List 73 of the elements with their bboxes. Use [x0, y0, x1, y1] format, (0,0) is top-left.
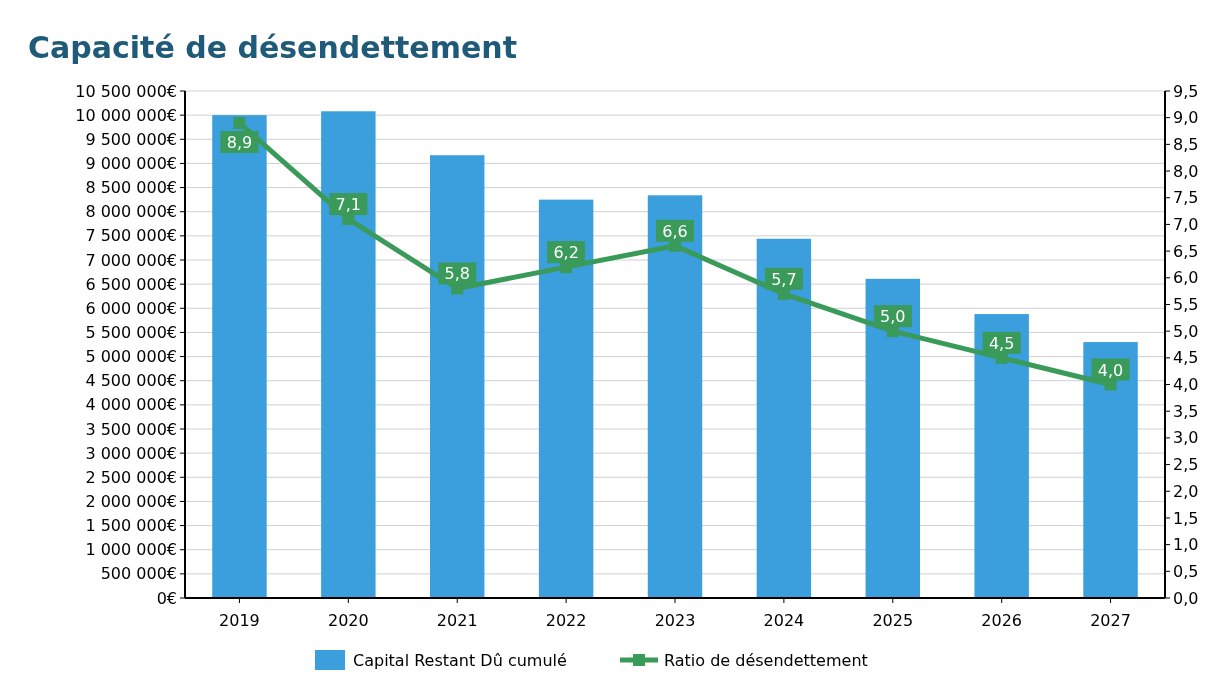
y2-tick-label: 6,0: [1173, 268, 1199, 288]
y2-tick-label: 8,0: [1173, 161, 1199, 181]
y2-tick-label: 5,0: [1173, 321, 1199, 341]
bar: [212, 115, 267, 598]
bar: [538, 199, 594, 598]
y-tick-label: 5 500 000€: [85, 323, 177, 343]
y-tick-label: 9 000 000€: [85, 154, 177, 174]
chart-title: Capacité de désendettement: [28, 30, 517, 65]
data-label: 8,9: [226, 133, 253, 153]
y-tick-label: 6 000 000€: [85, 298, 177, 318]
y2-tick-label: 3,0: [1173, 428, 1199, 448]
data-label: 5,0: [880, 307, 906, 327]
y2-tick-label: 6,5: [1173, 241, 1199, 261]
bar: [756, 238, 812, 598]
x-tick-label: 2023: [654, 611, 696, 630]
bar: [865, 278, 920, 598]
y2-tick-label: 2,5: [1173, 455, 1199, 475]
y-tick-label: 2 000 000€: [85, 492, 177, 512]
y2-tick-label: 9,0: [1173, 108, 1199, 128]
data-label: 4,0: [1097, 360, 1124, 380]
bar: [321, 111, 376, 598]
y-tick-label: 4 500 000€: [85, 371, 177, 391]
y-tick-label: 7 500 000€: [85, 226, 177, 246]
y-tick-label: 6 500 000€: [85, 274, 177, 294]
bar: [430, 155, 485, 598]
y-tick-label: 5 000 000€: [85, 347, 177, 367]
y2-tick-label: 4,5: [1173, 348, 1199, 368]
x-tick-label: 2020: [327, 611, 369, 630]
y-tick-label: 3 500 000€: [85, 419, 177, 439]
y2-tick-label: 4,0: [1173, 375, 1199, 395]
data-label: 4,5: [988, 333, 1015, 353]
y2-tick-label: 0,0: [1173, 588, 1199, 608]
legend-label: Ratio de désendettement: [664, 650, 868, 670]
data-label: 5,7: [771, 269, 797, 289]
y2-tick-label: 7,5: [1173, 188, 1199, 208]
y-tick-label: 9 500 000€: [85, 129, 177, 149]
x-tick-label: 2021: [436, 611, 478, 630]
bar: [974, 314, 1029, 598]
y2-tick-label: 0,5: [1173, 561, 1199, 581]
bar: [647, 195, 703, 598]
y-tick-label: 8 500 000€: [85, 178, 177, 198]
y-tick-label: 3 000 000€: [85, 443, 177, 463]
y2-tick-label: 2,0: [1173, 481, 1199, 501]
y-tick-label: 2 500 000€: [85, 467, 177, 487]
x-tick-label: 2019: [219, 611, 260, 630]
data-label: 6,2: [553, 243, 579, 263]
y-tick-label: 0€: [156, 588, 177, 608]
data-label: 5,8: [444, 264, 470, 284]
x-tick-label: 2026: [981, 611, 1023, 630]
data-label: 6,6: [662, 221, 688, 241]
x-tick-label: 2022: [545, 611, 587, 630]
y2-tick-label: 1,0: [1173, 535, 1199, 555]
y-tick-label: 10 500 000€: [75, 81, 177, 101]
y2-tick-label: 5,5: [1173, 295, 1199, 315]
y-tick-label: 7 000 000€: [85, 250, 177, 270]
y-tick-label: 8 000 000€: [85, 202, 177, 222]
x-tick-label: 2024: [763, 611, 805, 630]
x-tick-label: 2025: [872, 611, 914, 630]
bar: [1083, 342, 1138, 598]
data-label: 7,1: [335, 195, 362, 215]
y-tick-label: 1 000 000€: [85, 540, 177, 560]
y2-tick-label: 3,5: [1173, 401, 1199, 421]
legend-label: Capital Restant Dû cumulé: [353, 650, 567, 670]
y-tick-label: 1 500 000€: [85, 516, 177, 536]
point: [233, 117, 246, 130]
y-tick-label: 500 000€: [100, 564, 177, 584]
y-tick-label: 10 000 000€: [75, 105, 177, 125]
y2-tick-label: 8,5: [1173, 134, 1199, 154]
y2-tick-label: 1,5: [1173, 508, 1199, 528]
x-tick-label: 2027: [1090, 611, 1131, 630]
y-tick-label: 4 000 000€: [85, 395, 177, 415]
y2-tick-label: 9,5: [1173, 81, 1199, 101]
y2-tick-label: 7,0: [1173, 215, 1199, 235]
